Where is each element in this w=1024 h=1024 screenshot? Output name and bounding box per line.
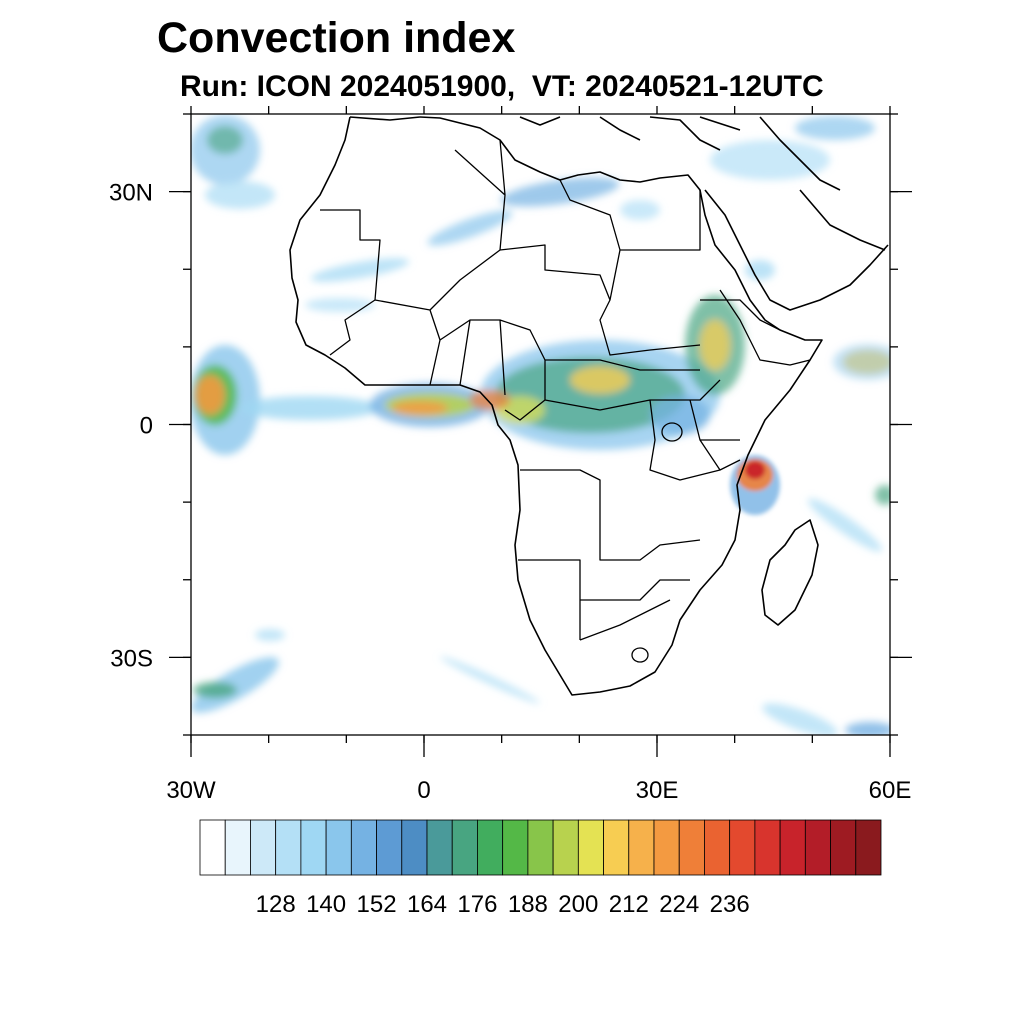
lat-tick-label: 30S [110, 645, 153, 672]
colorbar-swatch [527, 819, 554, 876]
colorbar-swatch [603, 819, 630, 876]
colorbar-swatch [477, 819, 504, 876]
colorbar-swatch [552, 819, 579, 876]
lat-tick-label: 0 [140, 413, 153, 440]
coastlines [289, 116, 889, 696]
lat-tick-label: 30N [109, 180, 153, 207]
colorbar-swatch [376, 819, 403, 876]
map-title: Convection index [157, 14, 516, 62]
colorbar-label: 188 [508, 891, 548, 918]
axis-ticks: 30W 0 30E 60E 30N 0 30S [109, 106, 912, 804]
colorbar-swatch [577, 819, 604, 876]
field-nw-atlantic [191, 115, 275, 209]
madagascar-coastline [761, 519, 819, 626]
colorbar-swatch [401, 819, 428, 876]
colorbar-label: 212 [609, 891, 649, 918]
field-sw-atlantic [191, 629, 540, 713]
lon-tick-label: 30E [636, 777, 679, 804]
colorbar-swatch [779, 819, 806, 876]
colorbar-label: 128 [256, 891, 296, 918]
lon-tick-label: 60E [869, 777, 912, 804]
colorbar-label: 152 [357, 891, 397, 918]
colorbar-swatch [704, 819, 731, 876]
colorbar-swatch [250, 819, 277, 876]
colorbar-swatch [224, 819, 251, 876]
field-equatorial-atlantic [191, 345, 490, 455]
lon-tick-label: 0 [417, 777, 430, 804]
africa-coastline [289, 116, 823, 696]
colorbar-swatch [729, 819, 756, 876]
field-indian-ocean-bands [762, 344, 890, 735]
colorbar-swatch [678, 819, 705, 876]
field-central-africa [470, 295, 745, 450]
colorbar-label: 164 [407, 891, 447, 918]
colorbar: 128 140 152 164 176 188 200 212 224 236 [199, 819, 882, 918]
colorbar-label: 176 [457, 891, 497, 918]
colorbar-swatch [300, 819, 327, 876]
colorbar-swatch [830, 819, 857, 876]
colorbar-swatch [275, 819, 302, 876]
colorbar-swatch [653, 819, 680, 876]
colorbar-swatch [855, 819, 882, 876]
map-subtitle: Run: ICON 2024051900, VT: 20240521-12UTC [180, 70, 824, 103]
colorbar-label: 236 [710, 891, 750, 918]
colorbar-swatch [628, 819, 655, 876]
colorbar-swatch [754, 819, 781, 876]
colorbar-swatch [451, 819, 478, 876]
lon-tick-label: 30W [166, 777, 216, 804]
lake-victoria [661, 422, 683, 442]
colorbar-swatch [350, 819, 377, 876]
convection-field [191, 115, 890, 735]
europe-coastline [349, 116, 741, 151]
field-sahara-streaks [305, 116, 875, 312]
colorbar-swatch [804, 819, 831, 876]
colorbar-swatch [199, 819, 226, 876]
colorbar-label: 200 [558, 891, 598, 918]
colorbar-swatch [325, 819, 352, 876]
colorbar-swatch [502, 819, 529, 876]
lesotho-border [631, 647, 649, 663]
colorbar-label: 224 [659, 891, 699, 918]
colorbar-label: 140 [306, 891, 346, 918]
colorbar-swatch [426, 819, 453, 876]
country-borders [320, 139, 811, 641]
arabia-coastline [704, 116, 889, 311]
